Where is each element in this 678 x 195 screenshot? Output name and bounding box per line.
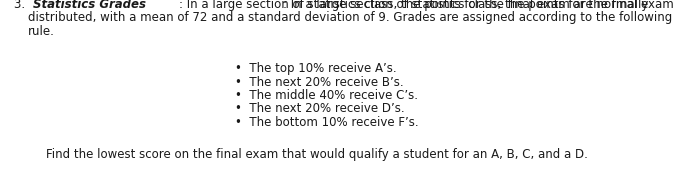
Text: 3. Statistics Grades: 3. Statistics Grades bbox=[14, 0, 144, 11]
Text: •  The next 20% receive D’s.: • The next 20% receive D’s. bbox=[235, 103, 405, 115]
Text: distributed, with a mean of 72 and a standard deviation of 9. Grades are assigne: distributed, with a mean of 72 and a sta… bbox=[28, 12, 673, 25]
Text: •  The middle 40% receive C’s.: • The middle 40% receive C’s. bbox=[235, 89, 418, 102]
Text: 3.: 3. bbox=[14, 0, 29, 11]
Text: •  The bottom 10% receive F’s.: • The bottom 10% receive F’s. bbox=[235, 116, 418, 129]
Text: : In a large section of statistics class, the points for the final exam are norm: : In a large section of statistics class… bbox=[179, 0, 648, 11]
Text: : In a large section of statistics class, the points for the final exam are norm: : In a large section of statistics class… bbox=[283, 0, 678, 11]
Text: Find the lowest score on the final exam that would qualify a student for an A, B: Find the lowest score on the final exam … bbox=[46, 148, 588, 161]
Text: Statistics Grades: Statistics Grades bbox=[33, 0, 146, 11]
Text: •  The next 20% receive B’s.: • The next 20% receive B’s. bbox=[235, 75, 403, 89]
Text: •  The top 10% receive A’s.: • The top 10% receive A’s. bbox=[235, 62, 397, 75]
Text: rule.: rule. bbox=[28, 25, 55, 38]
